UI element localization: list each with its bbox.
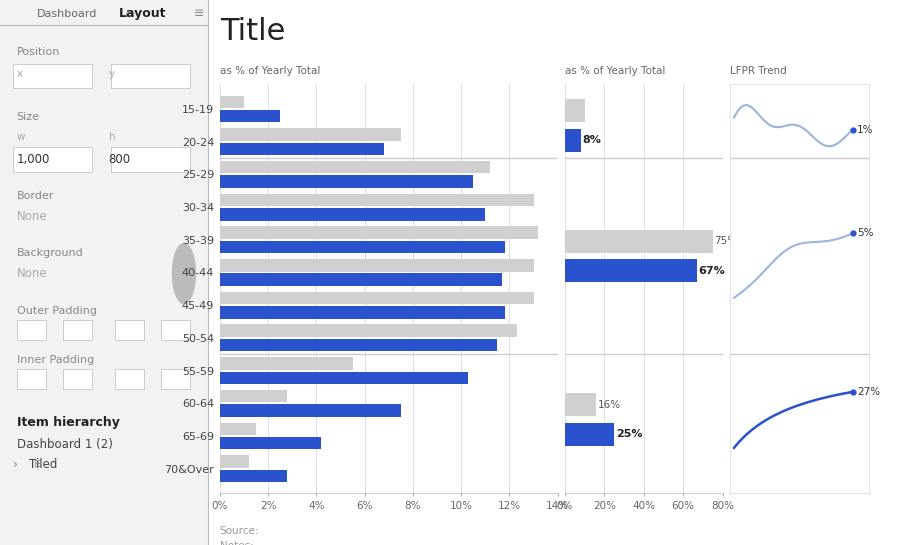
Text: h: h	[109, 132, 115, 142]
Text: Dashboard: Dashboard	[37, 9, 97, 19]
Bar	[220, 470, 287, 482]
Text: Item hierarchy: Item hierarchy	[17, 416, 120, 429]
Bar	[220, 292, 533, 304]
Text: w: w	[17, 132, 25, 142]
Text: 67%: 67%	[698, 266, 725, 276]
Text: 1,000: 1,000	[17, 153, 50, 166]
Text: ⊞: ⊞	[33, 459, 41, 469]
Bar	[220, 357, 352, 370]
Bar	[565, 129, 581, 152]
Text: Background: Background	[17, 249, 84, 258]
Text: 8%: 8%	[582, 135, 601, 145]
Text: 75%: 75%	[714, 237, 737, 246]
Bar	[220, 455, 249, 468]
FancyBboxPatch shape	[111, 64, 190, 88]
Bar	[220, 324, 516, 337]
Text: None: None	[17, 267, 48, 280]
Circle shape	[172, 244, 196, 304]
Text: as % of Yearly Total: as % of Yearly Total	[220, 66, 320, 76]
Text: 5%: 5%	[857, 228, 873, 238]
FancyBboxPatch shape	[161, 320, 190, 340]
Text: Source:
Notes:: Source: Notes:	[220, 526, 259, 545]
Text: Position: Position	[17, 47, 60, 57]
FancyBboxPatch shape	[111, 147, 190, 172]
Text: Outer Padding: Outer Padding	[17, 306, 96, 316]
Text: 27%: 27%	[857, 387, 880, 397]
FancyBboxPatch shape	[115, 369, 144, 389]
Bar	[220, 143, 384, 155]
Text: ≡: ≡	[194, 7, 204, 20]
Bar	[220, 372, 469, 384]
FancyBboxPatch shape	[63, 320, 92, 340]
Bar	[220, 404, 401, 417]
Text: ›: ›	[13, 458, 17, 471]
Text: LFPR Trend: LFPR Trend	[730, 66, 787, 76]
Bar	[565, 259, 697, 282]
Bar	[220, 128, 401, 141]
Bar	[220, 437, 322, 450]
Text: Border: Border	[17, 191, 54, 201]
Text: y: y	[109, 69, 114, 78]
Text: as % of Yearly Total: as % of Yearly Total	[565, 66, 665, 76]
Bar	[220, 175, 473, 188]
Bar	[220, 259, 533, 271]
Text: Size: Size	[17, 112, 40, 122]
FancyBboxPatch shape	[13, 147, 92, 172]
Bar	[220, 95, 244, 108]
Bar	[565, 99, 585, 122]
Bar	[220, 422, 256, 435]
Bar	[220, 306, 505, 319]
Text: None: None	[17, 210, 48, 223]
FancyBboxPatch shape	[17, 369, 46, 389]
Text: 16%: 16%	[598, 400, 621, 410]
Bar	[220, 339, 497, 352]
Text: Title: Title	[220, 17, 286, 46]
Bar	[220, 241, 505, 253]
Bar	[220, 208, 486, 221]
Bar	[565, 230, 713, 253]
Text: x: x	[17, 69, 23, 78]
Text: Inner Padding: Inner Padding	[17, 355, 94, 365]
FancyBboxPatch shape	[13, 64, 92, 88]
Text: 800: 800	[109, 153, 131, 166]
FancyBboxPatch shape	[63, 369, 92, 389]
Bar	[220, 161, 490, 173]
Bar	[220, 390, 287, 402]
Bar	[220, 274, 502, 286]
FancyBboxPatch shape	[17, 320, 46, 340]
Text: 1%: 1%	[857, 125, 873, 135]
Text: Layout: Layout	[118, 7, 166, 20]
Text: Dashboard 1 (2): Dashboard 1 (2)	[17, 438, 113, 451]
Text: Tiled: Tiled	[29, 458, 58, 471]
Bar	[220, 110, 280, 123]
FancyBboxPatch shape	[115, 320, 144, 340]
Text: 25%: 25%	[615, 429, 642, 439]
Bar	[565, 393, 596, 416]
FancyBboxPatch shape	[161, 369, 190, 389]
Bar	[220, 226, 539, 239]
Bar	[220, 193, 533, 206]
Bar	[565, 423, 614, 446]
